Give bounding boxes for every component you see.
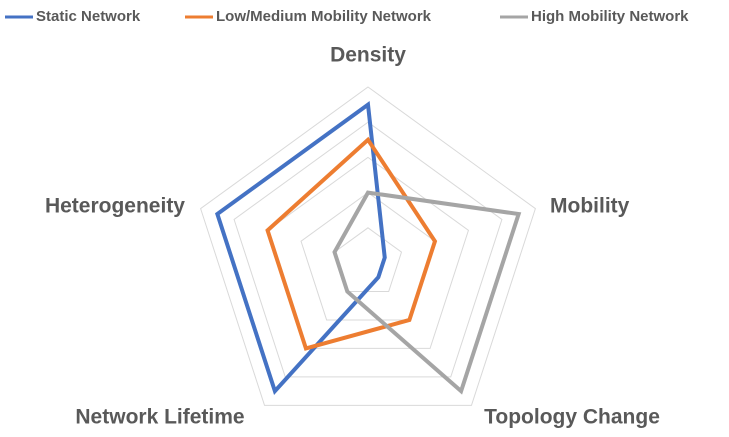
legend-label: Low/Medium Mobility Network [216, 8, 432, 25]
series-line [215, 100, 387, 396]
axis-label: Density [330, 44, 406, 67]
legend-label: Static Network [36, 8, 141, 25]
axis-label: Network Lifetime [75, 406, 244, 429]
series-line [332, 190, 522, 395]
axis-label: Topology Change [484, 406, 660, 429]
legend-label: High Mobility Network [531, 8, 689, 25]
grid-ring [266, 156, 470, 349]
axis-label: Mobility [550, 195, 630, 218]
series-line [265, 136, 438, 351]
grid-ring [233, 121, 503, 378]
axis-label: Heterogeneity [45, 195, 185, 218]
grid-ring [200, 86, 536, 406]
grid-ring [300, 191, 436, 321]
